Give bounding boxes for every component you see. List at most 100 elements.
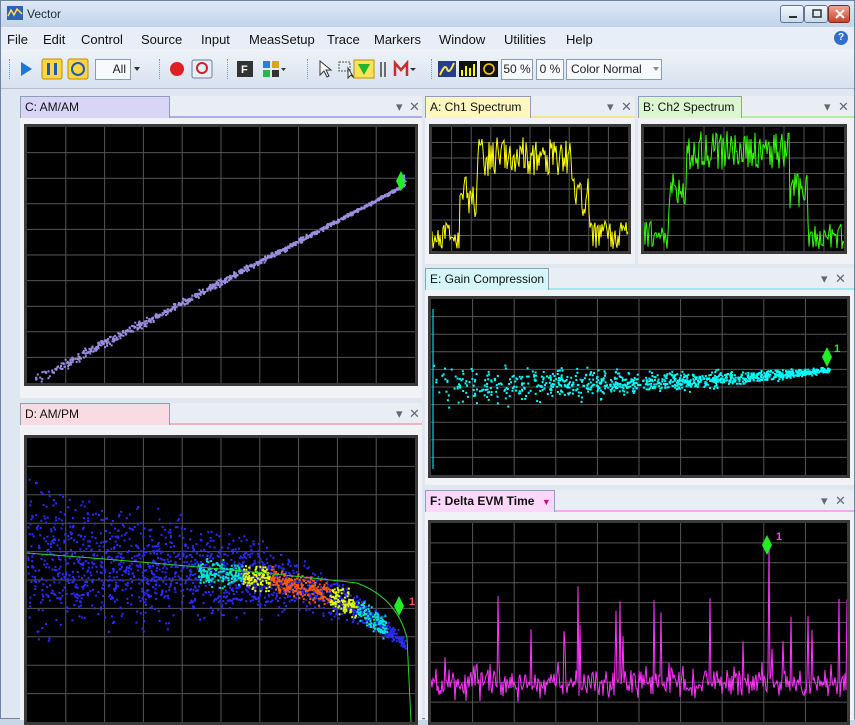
panel-delta-evm-time: F: Delta EVM Time ▼ ▾ ✕ 1 [425,490,854,725]
delta-evm-trace [431,523,847,722]
menu-markers[interactable]: Markers [374,32,421,47]
menu-control[interactable]: Control [81,32,123,47]
record-icon[interactable] [167,58,187,80]
help-icon[interactable]: ? [834,31,848,45]
am-am-trace [27,127,415,383]
marker-label: 1 [409,596,416,608]
minimize-button[interactable] [780,5,804,23]
panel-menu-chevron-icon[interactable]: ▾ [396,406,403,421]
chevron-down-icon[interactable] [650,58,662,80]
restore-icon [812,9,822,18]
menu-utilities[interactable]: Utilities [504,32,546,47]
panel-close-icon[interactable]: ✕ [409,99,420,114]
marker-peak-icon[interactable] [353,58,375,80]
menu-trace[interactable]: Trace [327,32,360,47]
am-pm-density-trace [27,438,415,722]
trace-select-value: All [112,62,126,76]
format-icon[interactable]: F [235,58,255,80]
chevron-down-icon[interactable] [131,58,143,80]
menu-window[interactable]: Window [439,32,486,47]
menu-file[interactable]: File [7,32,28,47]
play-icon[interactable] [17,58,35,80]
svg-text:F: F [241,64,248,76]
ch1-spectrum-trace [432,127,628,251]
trace-color-icon[interactable] [437,58,457,80]
plot-am-am[interactable]: 1 [24,124,418,386]
close-button[interactable] [828,5,850,23]
toolbar-separator [307,59,309,79]
plot-am-pm[interactable]: 1 [24,435,418,725]
marker-label: 1 [834,343,841,355]
panel-close-icon[interactable]: ✕ [838,99,849,114]
trace-select[interactable]: All [95,59,131,80]
zoom-box-icon[interactable] [337,58,357,80]
panel-menu-chevron-icon[interactable]: ▾ [396,99,403,114]
menu-input[interactable]: Input [201,32,230,47]
marker-label: 1 [776,531,783,543]
panel-close-icon[interactable]: ✕ [835,271,846,286]
panel-ch1-spectrum: A: Ch1 Spectrum ▾ ✕ [425,96,635,264]
panel-menu-chevron-icon[interactable]: ▾ [824,99,831,114]
plot-gain-compression[interactable]: 1 [428,296,850,478]
marker-line-icon[interactable] [377,58,389,80]
title-bar: Vector [1,1,854,27]
tab-ch2-spectrum[interactable]: B: Ch2 Spectrum [638,96,742,118]
panel-menu-chevron-icon[interactable]: ▾ [607,99,614,114]
tab-ch2-spectrum-label: B: Ch2 Spectrum [643,100,735,114]
panel-am-am: C: AM/AM ▾ ✕ 1 [20,96,422,398]
maximize-button[interactable] [804,5,828,23]
plot-delta-evm-time[interactable]: 1 [428,520,850,725]
close-icon [835,9,845,19]
intensity-50-button[interactable]: 50 % [501,59,533,80]
tab-dropdown-icon[interactable]: ▼ [541,497,551,507]
panel-close-icon[interactable]: ✕ [409,406,420,421]
menu-help[interactable]: Help [566,32,593,47]
tab-am-am[interactable]: C: AM/AM [20,96,170,118]
tab-ch1-spectrum-label: A: Ch1 Spectrum [430,100,522,114]
tab-am-pm[interactable]: D: AM/PM [20,403,170,425]
color-mode-value: Color Normal [571,62,642,76]
toolbar-separator [159,59,161,79]
tab-am-am-label: C: AM/AM [25,100,80,114]
tab-gain-compression[interactable]: E: Gain Compression [425,268,549,290]
constellation-icon[interactable] [479,58,499,80]
minimize-icon [789,16,797,18]
panel-am-pm: D: AM/PM ▾ ✕ 1 [20,403,422,725]
layout-icon[interactable] [261,58,287,80]
panel-close-icon[interactable]: ✕ [621,99,632,114]
panel-menu-chevron-icon[interactable]: ▾ [821,493,828,508]
tab-ch1-spectrum[interactable]: A: Ch1 Spectrum [425,96,531,118]
window-title: Vector [27,7,62,21]
spectrogram-icon[interactable] [458,58,478,80]
gain-compression-trace [431,299,847,475]
toolbar-separator [227,59,229,79]
panel-menu-chevron-icon[interactable]: ▾ [821,271,828,286]
panel-ch2-spectrum: B: Ch2 Spectrum ▾ ✕ [638,96,854,264]
restart-icon[interactable] [67,58,89,80]
pause-icon[interactable] [41,58,63,80]
marker-menu-icon[interactable] [393,58,417,80]
menu-edit[interactable]: Edit [43,32,66,47]
toolbar: All F 50 % 0 % Color Normal [1,49,854,89]
pointer-icon[interactable] [315,58,335,80]
toolbar-grip [9,59,11,79]
tab-gain-compression-label: E: Gain Compression [430,272,545,286]
ch2-spectrum-trace [644,127,844,251]
panel-close-icon[interactable]: ✕ [835,493,846,508]
intensity-0-button[interactable]: 0 % [536,59,564,80]
marker-label: 1 [401,173,408,185]
menu-bar: File Edit Control Source Input MeasSetup… [1,27,854,49]
intensity-0-label: 0 % [539,62,561,76]
tab-delta-evm-time[interactable]: F: Delta EVM Time ▼ [425,490,555,512]
toolbar-separator [431,59,433,79]
recall-icon[interactable] [191,58,213,80]
plot-ch2-spectrum[interactable] [641,124,847,254]
color-mode-select[interactable]: Color Normal [566,59,662,80]
panel-gain-compression: E: Gain Compression ▾ ✕ 1 [425,268,854,485]
menu-source[interactable]: Source [141,32,183,47]
menu-meassetup[interactable]: MeasSetup [249,32,315,47]
intensity-50-label: 50 % [503,62,531,76]
tab-delta-evm-time-label: F: Delta EVM Time [430,494,535,508]
plot-ch1-spectrum[interactable] [429,124,631,254]
